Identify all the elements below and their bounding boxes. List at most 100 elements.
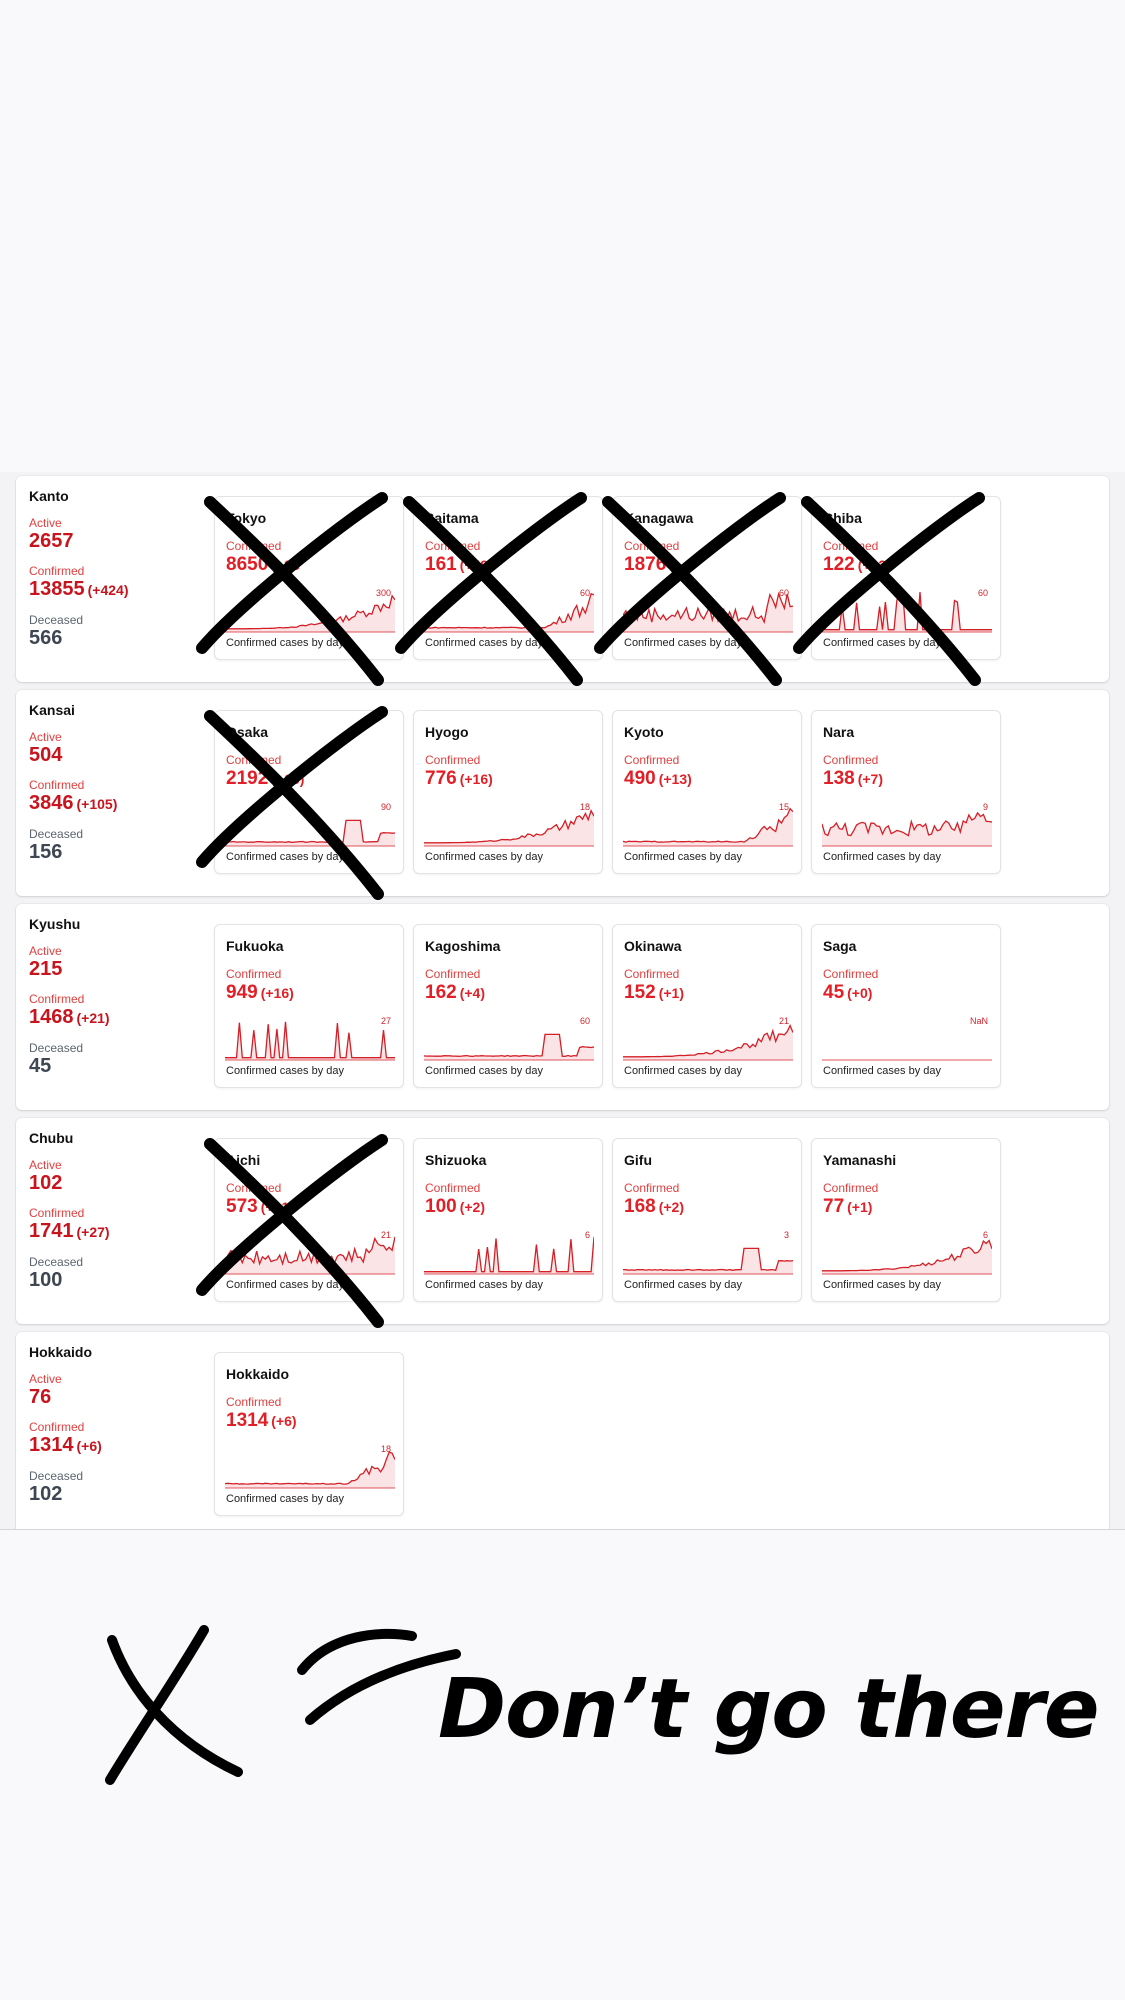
confirmed-count: 77 xyxy=(823,1196,845,1217)
prefecture-card-hyogo[interactable]: Hyogo Confirmed 776 (+16) 18 Confirmed cases … xyxy=(413,710,603,874)
prefecture-card-nara[interactable]: Nara Confirmed 138 (+7) 9 Confirmed cases by … xyxy=(811,710,1001,874)
confirmed-value: 77 (+1) xyxy=(823,1196,872,1218)
sparkline-ymax: 18 xyxy=(380,1444,391,1454)
prefecture-card-osaka[interactable]: Osaka Confirmed 2192 (+66) 90 Confirmed cases… xyxy=(214,710,404,874)
sparkline-area xyxy=(623,1248,793,1274)
confirmed-delta: (+2) xyxy=(459,1199,485,1215)
confirmed-label: Confirmed xyxy=(29,992,85,1006)
sparkline-chart xyxy=(424,1236,594,1275)
confirmed-delta: (+21 xyxy=(260,1199,290,1215)
prefecture-name: Hyogo xyxy=(425,724,469,740)
region-summary: Hokkaido Active 76 Confirmed 1314 (+6) Decease… xyxy=(29,1344,194,1505)
prefecture-card-kagoshima[interactable]: Kagoshima Confirmed 162 (+4) 60 Confirmed cas… xyxy=(413,924,603,1088)
deceased-count: 45 xyxy=(29,1055,52,1077)
sparkline-chart xyxy=(225,819,395,847)
sparkline-chart xyxy=(822,811,992,847)
chart-caption: Confirmed cases by day xyxy=(823,1065,941,1077)
region-name: Hokkaido xyxy=(29,1344,93,1360)
region-hokkaido: Hokkaido Active 76 Confirmed 1314 (+6) Decease… xyxy=(16,1332,1109,1529)
confirmed-label: Confirmed xyxy=(823,1181,879,1195)
prefecture-name: Shizuoka xyxy=(425,1152,487,1168)
confirmed-value: 2192 (+66) xyxy=(226,768,304,790)
confirmed-delta: (+1) xyxy=(847,1199,873,1215)
prefecture-card-saitama[interactable]: Saitama Confirmed 161 (+49) 60 Confirmed case… xyxy=(413,496,603,660)
doodle-swoosh-a xyxy=(297,1628,417,1675)
prefecture-card-kanagawa[interactable]: Kanagawa Confirmed 1876 (+4 60 Confirmed case… xyxy=(612,496,802,660)
sparkline-chart xyxy=(424,592,594,633)
prefecture-card-tokyo[interactable]: Tokyo Confirmed 8650 (+28 300 Confirmed cases… xyxy=(214,496,404,660)
confirmed-value: 1876 (+4 xyxy=(624,554,690,576)
confirmed-count: 152 xyxy=(624,982,656,1003)
sparkline-line xyxy=(822,590,992,631)
sparkline-chart xyxy=(623,1247,793,1275)
prefecture-card-chiba[interactable]: Chiba Confirmed 122 (+32) 60 Confirmed cases … xyxy=(811,496,1001,660)
prefecture-name: Fukuoka xyxy=(226,938,284,954)
sparkline-ymax: NaN xyxy=(969,1016,988,1026)
prefecture-name: Saga xyxy=(823,938,857,954)
sparkline-area xyxy=(623,808,793,846)
sparkline-line xyxy=(822,1239,992,1272)
prefecture-card-yamanashi[interactable]: Yamanashi Confirmed 77 (+1) 6 Confirmed cases… xyxy=(811,1138,1001,1302)
confirmed-delta: (+16) xyxy=(260,985,294,1001)
sparkline-line xyxy=(424,1236,594,1273)
prefecture-card-saga[interactable]: Saga Confirmed 45 (+0) NaN Confirmed cases by… xyxy=(811,924,1001,1088)
prefecture-name: Gifu xyxy=(624,1152,652,1168)
sparkline-chart xyxy=(822,1239,992,1275)
confirmed-count: 168 xyxy=(624,1196,656,1217)
sparkline-area xyxy=(623,1025,793,1060)
sparkline-line xyxy=(424,809,594,844)
confirmed-count: 949 xyxy=(226,982,258,1003)
confirmed-delta: (+1) xyxy=(658,985,684,1001)
prefecture-card-hokkaido[interactable]: Hokkaido Confirmed 1314 (+6) 18 Confirmed cas… xyxy=(214,1352,404,1516)
confirmed-count: 13855 xyxy=(29,578,85,600)
confirmed-delta: (+424) xyxy=(87,582,129,598)
chart-caption: Confirmed cases by day xyxy=(823,1279,941,1291)
confirmed-value: 161 (+49) xyxy=(425,554,493,576)
prefecture-card-okinawa[interactable]: Okinawa Confirmed 152 (+1) 21 Confirmed cases… xyxy=(612,924,802,1088)
chart-caption: Confirmed cases by day xyxy=(226,1065,344,1077)
sparkline-chart xyxy=(225,1021,395,1061)
confirmed-value: 168 (+2) xyxy=(624,1196,684,1218)
confirmed-count: 2192 xyxy=(226,768,269,789)
confirmed-delta: (+27) xyxy=(76,1224,110,1240)
deceased-label: Deceased xyxy=(29,827,84,841)
confirmed-value: 3846 (+105) xyxy=(29,792,194,815)
sparkline-chart xyxy=(424,809,594,847)
prefecture-card-gifu[interactable]: Gifu Confirmed 168 (+2) 3 Confirmed cases by … xyxy=(612,1138,802,1302)
active-value: 102 xyxy=(29,1172,194,1194)
region-kansai: Kansai Active 504 Confirmed 3846 (+105) Deceas… xyxy=(16,690,1109,896)
confirmed-count: 1314 xyxy=(226,1410,269,1431)
chart-caption: Confirmed cases by day xyxy=(226,1493,344,1505)
sparkline-area xyxy=(822,1240,992,1274)
prefecture-card-fukuoka[interactable]: Fukuoka Confirmed 949 (+16) 27 Confirmed case… xyxy=(214,924,404,1088)
confirmed-delta: (+0) xyxy=(847,985,873,1001)
sparkline-line xyxy=(623,807,793,843)
confirmed-value: 100 (+2) xyxy=(425,1196,485,1218)
confirmed-count: 162 xyxy=(425,982,457,1003)
prefecture-name: Saitama xyxy=(425,510,479,526)
deceased-count: 566 xyxy=(29,627,63,649)
sparkline-area xyxy=(225,1452,395,1488)
chart-caption: Confirmed cases by day xyxy=(624,851,742,863)
sparkline-ymax: 21 xyxy=(778,1016,789,1026)
active-count: 504 xyxy=(29,744,63,766)
sparkline-chart xyxy=(424,1033,594,1061)
confirmed-label: Confirmed xyxy=(226,539,282,553)
confirmed-count: 776 xyxy=(425,768,457,789)
prefecture-name: Nara xyxy=(823,724,855,740)
confirmed-delta: (+4 xyxy=(669,557,690,573)
sparkline-ymax: 60 xyxy=(579,1016,590,1026)
prefecture-card-shizuoka[interactable]: Shizuoka Confirmed 100 (+2) 6 Confirmed cases… xyxy=(413,1138,603,1302)
sparkline-chart xyxy=(822,1059,992,1061)
prefecture-card-aichi[interactable]: Aichi Confirmed 573 (+21 21 Confirmed cases b… xyxy=(214,1138,404,1302)
deceased-value: 566 xyxy=(29,627,194,649)
doodle-swoosh-b xyxy=(305,1649,461,1725)
prefecture-card-kyoto[interactable]: Kyoto Confirmed 490 (+13) 15 Confirmed cases … xyxy=(612,710,802,874)
active-label: Active xyxy=(29,944,62,958)
confirmed-delta: (+2) xyxy=(658,1199,684,1215)
sparkline-chart xyxy=(225,594,395,633)
confirmed-delta: (+105) xyxy=(76,796,118,812)
chart-caption: Confirmed cases by day xyxy=(425,637,543,649)
active-value: 76 xyxy=(29,1386,194,1408)
tagline: Don’t go there xyxy=(438,1662,1099,1757)
